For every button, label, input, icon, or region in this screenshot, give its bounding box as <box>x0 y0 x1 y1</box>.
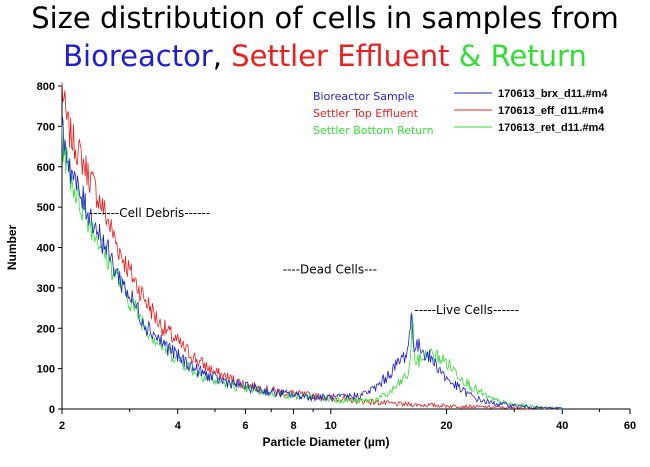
series-line-effluent <box>61 82 563 410</box>
annotation-2: -----Live Cells------ <box>414 303 519 317</box>
y-tick-label: 600 <box>37 162 55 174</box>
y-axis-label: Number <box>5 225 19 271</box>
x-axis-label: Particle Diameter (µm) <box>263 435 390 449</box>
y-tick-label: 100 <box>37 364 55 376</box>
legend-series-name-effluent: 170613_eff_d11.#m4 <box>498 105 605 117</box>
legend-series-name-bioreactor: 170613_brx_d11.#m4 <box>498 88 608 100</box>
title-separator-2: & <box>449 39 491 73</box>
x-tick-label: 2 <box>59 420 65 432</box>
x-tick-label: 20 <box>440 420 452 432</box>
legend-colored-label-1: Settler Top Effluent <box>313 107 419 120</box>
chart-title-line2: Bioreactor, Settler Effluent & Return <box>0 38 650 74</box>
series-line-return <box>61 125 563 410</box>
legend-colored-label-0: Bioreactor Sample <box>313 90 415 103</box>
title-bioreactor: Bioreactor <box>63 39 213 73</box>
x-tick-label: 40 <box>556 420 568 432</box>
annotation-1: ----Dead Cells--- <box>283 263 377 277</box>
y-tick-label: 400 <box>37 243 55 255</box>
annotation-0: -------Cell Debris------ <box>89 206 210 220</box>
y-tick-label: 0 <box>49 404 55 416</box>
title-separator-1: , <box>212 39 232 73</box>
x-tick-label: 10 <box>325 420 337 432</box>
legend-colored-label-2: Settler Bottom Return <box>313 124 434 137</box>
series-line-bioreactor <box>61 114 563 410</box>
y-tick-label: 700 <box>37 121 55 133</box>
y-tick-label: 300 <box>37 283 55 295</box>
title-return: Return <box>490 39 587 73</box>
x-tick-label: 4 <box>175 420 182 432</box>
legend-series-name-return: 170613_ret_d11.#m4 <box>498 122 605 134</box>
y-tick-label: 500 <box>37 202 55 214</box>
y-tick-label: 200 <box>37 323 55 335</box>
x-tick-label: 8 <box>290 420 296 432</box>
y-tick-label: 800 <box>37 81 55 93</box>
x-tick-label: 60 <box>624 420 636 432</box>
chart-title-line1: Size distribution of cells in samples fr… <box>31 1 619 35</box>
x-tick-label: 6 <box>242 420 248 432</box>
title-effluent: Settler Effluent <box>231 39 450 73</box>
